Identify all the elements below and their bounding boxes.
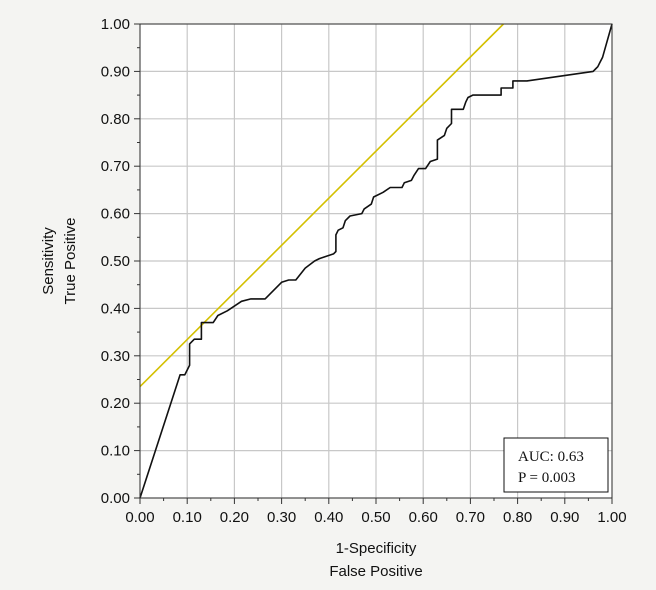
y-tick-label: 1.00	[101, 16, 130, 33]
x-axis-subtitle: False Positive	[329, 563, 422, 580]
x-tick-label: 0.70	[456, 509, 485, 526]
y-axis-subtitle: True Positive	[62, 218, 79, 305]
p-value-label: P = 0.003	[518, 470, 576, 486]
roc-curve	[139, 23, 613, 499]
y-tick-label: 0.10	[101, 443, 130, 460]
y-axis-ticks: 0.00 0.10 0.20 0.30 0.40 0.50 0.60 0.70 0.80 0.90…	[101, 16, 130, 507]
y-tick-label: 0.20	[101, 395, 130, 412]
annotation-box: AUC: 0.63 P = 0.003	[503, 437, 609, 493]
plot-border	[139, 23, 613, 499]
x-tick-label: 0.10	[173, 509, 202, 526]
x-tick-label: 1.00	[597, 509, 626, 526]
y-tick-label: 0.30	[101, 348, 130, 365]
y-tick-label: 0.80	[101, 111, 130, 128]
y-tick-label: 0.60	[101, 206, 130, 223]
x-tick-label: 0.80	[503, 509, 532, 526]
x-tick-label: 0.00	[125, 509, 154, 526]
auc-label: AUC: 0.63	[518, 449, 584, 465]
x-tick-label: 0.40	[314, 509, 343, 526]
x-axis-ticks: 0.00 0.10 0.20 0.30 0.40 0.50 0.60 0.70 0.80 0.90…	[125, 509, 626, 526]
y-tick-label: 0.40	[101, 300, 130, 317]
annotation-frame	[503, 437, 609, 493]
x-tick-label: 0.90	[550, 509, 579, 526]
y-axis-title: Sensitivity	[40, 227, 57, 295]
y-tick-label: 0.00	[101, 490, 130, 507]
y-tick-label: 0.70	[101, 158, 130, 175]
x-axis-title: 1-Specificity	[336, 540, 417, 557]
reference-line	[139, 23, 505, 388]
y-tick-label: 0.50	[101, 253, 130, 270]
x-tick-label: 0.30	[267, 509, 296, 526]
x-tick-label: 0.20	[220, 509, 249, 526]
y-tick-label: 0.90	[101, 63, 130, 80]
x-tick-label: 0.60	[409, 509, 438, 526]
series-layer	[139, 23, 613, 499]
x-tick-label: 0.50	[361, 509, 390, 526]
